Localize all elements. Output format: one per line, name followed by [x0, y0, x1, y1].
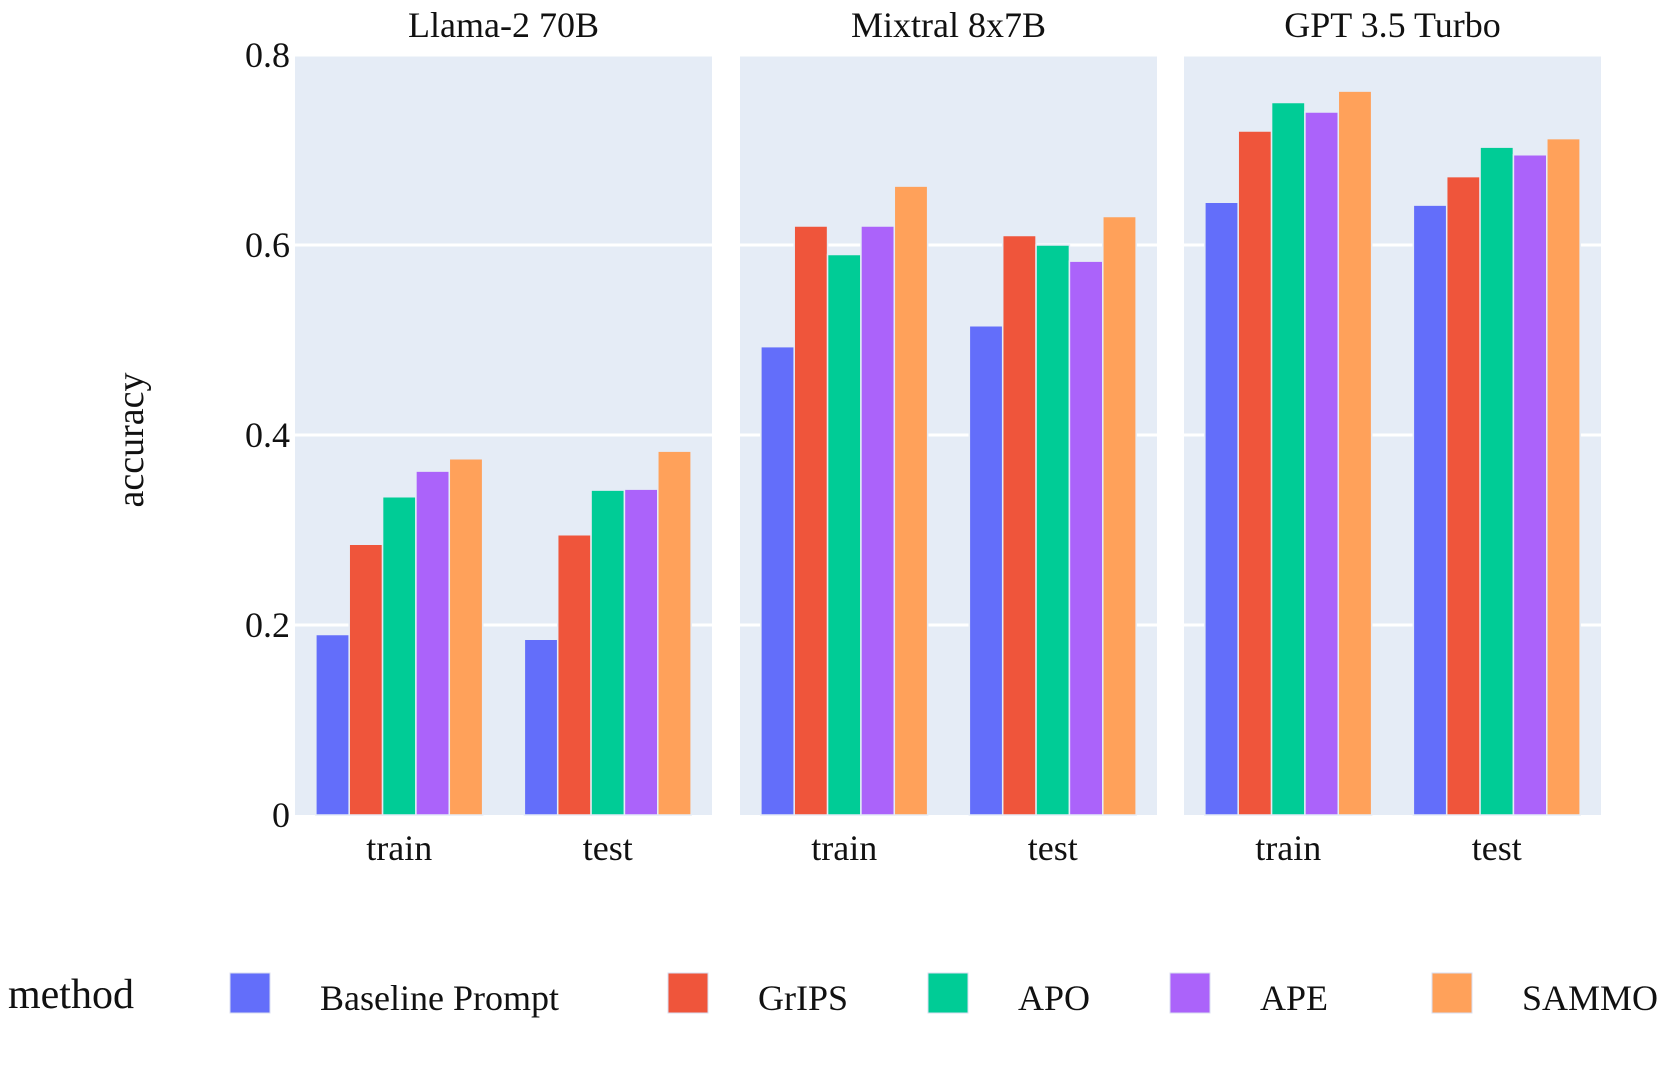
- legend-title: method: [8, 972, 134, 1018]
- legend: method Baseline Prompt GrIPS APO APE SAMMO: [8, 972, 1658, 1018]
- bar-baseline-prompt-test: [1412, 204, 1448, 816]
- bar-baseline-prompt-train: [1204, 201, 1239, 816]
- legend-label: Baseline Prompt: [320, 978, 559, 1018]
- y-tick-label: 0: [272, 795, 290, 835]
- bar-ape-train: [860, 225, 896, 816]
- legend-label: GrIPS: [758, 978, 848, 1018]
- bar-ape-train: [1304, 111, 1340, 816]
- x-tick-label: test: [1028, 828, 1078, 868]
- legend-item-sammo: SAMMO: [1431, 972, 1658, 1018]
- legend-item-baseline-prompt: Baseline Prompt: [229, 972, 559, 1018]
- bar-baseline-prompt-train: [315, 633, 350, 816]
- x-tick-label: train: [1255, 828, 1321, 868]
- x-tick-label: train: [811, 828, 877, 868]
- legend-label: APO: [1018, 978, 1090, 1018]
- bar-grips-test: [1001, 234, 1037, 816]
- bar-baseline-prompt-train: [760, 345, 795, 816]
- bar-apo-train: [381, 496, 417, 816]
- bar-grips-train: [1237, 130, 1273, 816]
- x-tick-label: test: [583, 828, 633, 868]
- x-tick-label: test: [1472, 828, 1522, 868]
- y-tick-label: 0.4: [245, 415, 290, 455]
- bar-sammo-test: [657, 450, 692, 816]
- panel-title: Mixtral 8x7B: [851, 5, 1046, 45]
- legend-swatch: [927, 972, 969, 1014]
- bar-apo-train: [826, 253, 862, 816]
- bar-ape-train: [415, 470, 451, 816]
- bar-sammo-train: [1337, 90, 1373, 816]
- bar-ape-test: [1512, 154, 1548, 816]
- chart-panels: Llama-2 70B train test Mixtral 8x7B train tes…: [295, 5, 1601, 868]
- legend-item-grips: GrIPS: [667, 972, 848, 1018]
- bar-apo-test: [590, 489, 626, 816]
- y-tick-label: 0.2: [245, 605, 290, 645]
- legend-swatch: [1431, 972, 1473, 1014]
- bar-sammo-train: [893, 185, 929, 816]
- legend-label: APE: [1260, 978, 1328, 1018]
- bar-grips-train: [348, 543, 384, 816]
- legend-swatch: [1169, 972, 1211, 1014]
- legend-item-ape: APE: [1169, 972, 1328, 1018]
- bar-apo-test: [1035, 244, 1071, 816]
- panel-2: GPT 3.5 Turbo train test: [1184, 5, 1601, 868]
- bar-grips-test: [556, 534, 592, 816]
- bar-ape-test: [1068, 260, 1104, 816]
- panel-title: Llama-2 70B: [408, 5, 599, 45]
- y-tick-label: 0.8: [245, 35, 290, 75]
- y-axis: 0 0.2 0.4 0.6 0.8: [245, 35, 290, 835]
- bar-baseline-prompt-test: [523, 638, 559, 816]
- bar-apo-train: [1270, 101, 1306, 816]
- bar-baseline-prompt-test: [968, 325, 1004, 816]
- y-tick-label: 0.6: [245, 225, 290, 265]
- legend-swatch: [667, 972, 709, 1014]
- bar-sammo-train: [448, 458, 484, 816]
- panel-title: GPT 3.5 Turbo: [1284, 5, 1500, 45]
- legend-items: Baseline Prompt GrIPS APO APE SAMMO: [229, 972, 1658, 1018]
- bar-sammo-test: [1102, 215, 1137, 816]
- bar-grips-test: [1445, 175, 1481, 816]
- x-tick-label: train: [366, 828, 432, 868]
- legend-label: SAMMO: [1522, 978, 1658, 1018]
- bar-ape-test: [623, 488, 659, 816]
- bar-apo-test: [1479, 146, 1515, 816]
- bar-grips-train: [793, 225, 829, 816]
- panel-1: Mixtral 8x7B train test: [740, 5, 1157, 868]
- legend-swatch: [229, 972, 271, 1014]
- bar-sammo-test: [1546, 137, 1581, 816]
- panel-0: Llama-2 70B train test: [295, 5, 712, 868]
- y-axis-label: accuracy: [110, 373, 152, 508]
- legend-item-apo: APO: [927, 972, 1090, 1018]
